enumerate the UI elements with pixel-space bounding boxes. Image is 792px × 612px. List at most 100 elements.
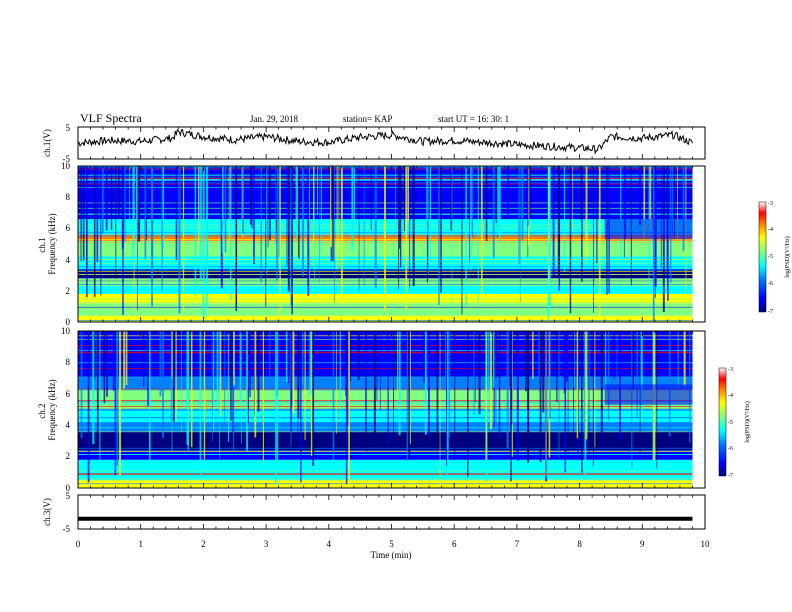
spectrogram-streak	[80, 331, 83, 439]
spectrogram-band	[78, 409, 693, 423]
spectrogram-streak	[229, 166, 232, 301]
spectrogram-streak	[230, 331, 232, 422]
spectrogram-streak	[598, 166, 601, 318]
spectrogram-streak	[308, 166, 310, 280]
spectrogram-streak	[205, 166, 208, 309]
spectrogram-streak	[124, 166, 126, 242]
spectrogram-streak	[275, 331, 277, 485]
spectrogram-streak	[552, 166, 555, 277]
spectrogram-streak	[366, 331, 368, 454]
x-tick-label: 4	[327, 539, 332, 549]
spectrogram-streak	[254, 331, 257, 438]
spectrogram-streak	[339, 331, 341, 418]
spectrogram-streak	[557, 166, 560, 278]
spectrogram-streak	[677, 331, 679, 403]
spectrogram-line	[78, 407, 693, 409]
spectrogram-streak	[80, 166, 82, 262]
spectrogram-streak	[292, 331, 295, 414]
spectrogram-streak	[370, 166, 372, 231]
spectrogram-streak	[592, 166, 594, 314]
spectrogram-streak	[632, 331, 635, 389]
spectrogram-streak	[506, 331, 509, 449]
spectrogram-line	[78, 431, 693, 433]
spectrogram-streak	[312, 331, 315, 466]
date-label: Jan. 29, 2018	[250, 114, 298, 124]
spectrogram-streak	[99, 331, 101, 470]
spectrogram-streak	[334, 166, 335, 303]
spectrogram-streak	[518, 166, 520, 265]
spectrogram-streak	[623, 166, 625, 259]
spectrogram-line	[78, 368, 693, 370]
spectrogram-band	[78, 315, 693, 322]
x-tick-label: 9	[640, 539, 645, 549]
spectrogram-streak	[470, 166, 472, 271]
spectrogram-line	[78, 478, 693, 480]
ch1-cbar-tick-m6: -6	[768, 281, 773, 287]
spectrogram-line	[78, 454, 693, 455]
spectrogram-streak	[276, 331, 279, 461]
spectrogram-streak	[199, 331, 202, 475]
spectrogram-streak	[583, 331, 585, 460]
x-tick-label: 3	[264, 539, 269, 549]
spectrogram-streak	[527, 166, 529, 226]
spectrogram-streak	[585, 331, 588, 440]
spectrogram-streak	[103, 331, 106, 404]
spectrogram-line	[78, 351, 693, 353]
ch1-spectrogram-ticks	[77, 166, 706, 322]
spectrogram-streak	[446, 331, 448, 466]
spectrogram-streak	[423, 331, 425, 383]
spectrogram-streak	[123, 331, 126, 389]
spectrogram-line	[78, 427, 693, 429]
spectrogram-streak	[219, 331, 221, 460]
spectrogram-streak	[144, 166, 147, 260]
spectrogram-streak	[652, 166, 655, 322]
spectrogram-streak	[116, 331, 119, 466]
spectrogram-streak	[539, 331, 542, 463]
ch1-spectrogram-image	[78, 166, 693, 322]
spectrogram-streak	[143, 331, 145, 387]
spectrogram-streak	[473, 331, 475, 415]
spectrogram-streak	[112, 331, 115, 391]
spectrogram-band	[78, 431, 693, 451]
spectrogram-line	[78, 465, 693, 467]
spectrogram-streak	[81, 166, 82, 239]
spectrogram-streak	[373, 331, 376, 435]
spectrogram-streak	[519, 166, 521, 303]
x-tick-label: 8	[577, 539, 582, 549]
spectrogram-quiet-region	[604, 219, 693, 240]
spectrogram-streak	[682, 166, 685, 252]
ch2-cbar-tick-m6: -6	[728, 446, 733, 452]
spectrogram-streak	[424, 331, 427, 435]
spectrogram-line	[78, 400, 693, 401]
ch3-voltage-frame	[77, 494, 706, 530]
spectrogram-streak	[613, 331, 615, 380]
spectrogram-streak	[213, 331, 215, 431]
ch2-colorbar-label: log(PSD)(V²/Hz)	[744, 401, 751, 442]
spectrogram-line	[78, 450, 693, 452]
spectrogram-streak	[498, 331, 501, 439]
spectrogram-streak	[118, 166, 120, 218]
spectrogram-line	[78, 313, 693, 314]
spectrogram-streak	[336, 166, 338, 270]
spectrogram-streak	[145, 166, 148, 241]
spectrogram-line	[78, 470, 693, 472]
spectrogram-streak	[492, 331, 495, 388]
spectrogram-streak	[202, 166, 205, 319]
spectrogram-streak	[384, 166, 386, 311]
spectrogram-streak	[399, 166, 402, 268]
spectrogram-streak	[576, 331, 579, 439]
spectrogram-streak	[451, 166, 453, 318]
spectrogram-streak	[186, 331, 189, 446]
spectrogram-streak	[427, 166, 429, 275]
spectrogram-streak	[233, 331, 235, 386]
spectrogram-line	[78, 473, 693, 475]
spectrogram-streak	[495, 166, 497, 223]
spectrogram-streak	[497, 166, 500, 236]
spectrogram-streak	[317, 166, 318, 214]
spectrogram-streak	[454, 331, 456, 456]
ch3-voltage-ytick-max: 5	[66, 491, 71, 501]
spectrogram-streak	[363, 166, 365, 287]
spectrogram-streak	[426, 166, 429, 236]
spectrogram-streak	[471, 166, 474, 238]
spectrogram-streak	[548, 166, 551, 309]
